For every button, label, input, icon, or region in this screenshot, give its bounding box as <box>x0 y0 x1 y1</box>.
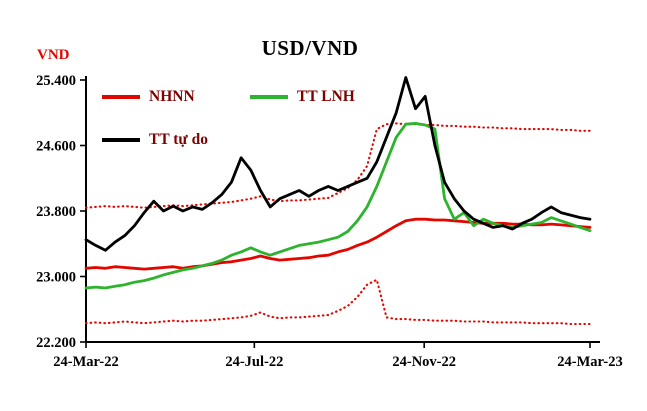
legend-line-nhnn <box>102 95 140 99</box>
chart-title: USD/VND <box>261 36 359 60</box>
y-tick-label: 25.400 <box>36 73 76 89</box>
legend-line-tt-lnh <box>250 95 288 99</box>
series-line-nhnn <box>84 217 592 271</box>
series-line-upper-band <box>84 122 592 209</box>
series-line-tt-tu-do <box>84 76 592 252</box>
legend-label-tt-tu-do: TT tự do <box>149 131 208 148</box>
y-tick-label: 24.600 <box>36 139 76 155</box>
x-tick-label: 24-Nov-22 <box>392 354 456 370</box>
legend-item-tt-tu-do: TT tự do <box>102 131 208 149</box>
y-tick-label: 22.200 <box>36 335 76 351</box>
legend-label-nhnn: NHNN <box>149 88 195 105</box>
x-tick-label: 24-Mar-22 <box>53 354 119 370</box>
legend-line-tt-tu-do <box>102 138 140 142</box>
x-tick-label: 24-Mar-23 <box>557 354 623 370</box>
legend-label-tt-lnh: TT LNH <box>297 88 355 105</box>
series-line-lower-band <box>84 278 592 326</box>
legend-item-nhnn: NHNN <box>102 88 195 106</box>
legend-item-tt-lnh: TT LNH <box>250 88 355 106</box>
y-tick-label: 23.800 <box>36 204 76 220</box>
x-tick-label: 24-Jul-22 <box>225 354 283 370</box>
y-tick-label: 23.000 <box>36 270 76 286</box>
y-axis-unit-label: VND <box>37 47 70 63</box>
